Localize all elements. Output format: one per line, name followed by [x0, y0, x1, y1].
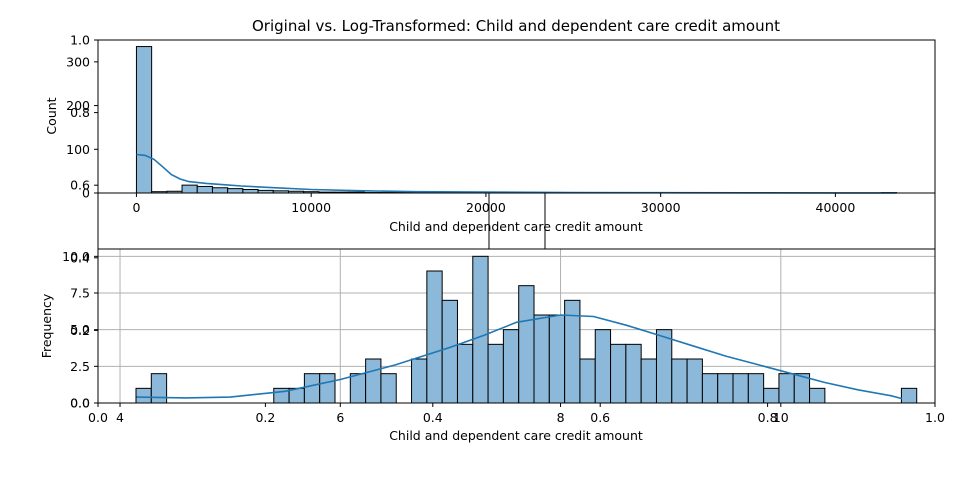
bottom-histogram-bar	[411, 358, 428, 404]
bottom-histogram-bar	[671, 358, 688, 404]
bottom-histogram-bar	[701, 373, 719, 404]
bottom-histogram-bar	[763, 387, 780, 404]
background-x-tick-label: 0.6	[590, 410, 610, 425]
background-y-tick-label: 0.8	[70, 105, 90, 120]
bottom-histogram-bar	[548, 314, 566, 404]
bottom-histogram-bar	[456, 343, 474, 404]
background-x-tick-label: 1.0	[925, 410, 945, 425]
background-y-tick-label: 0.4	[70, 250, 90, 265]
bottom-histogram-bar	[655, 329, 673, 404]
bottom-histogram-bar	[319, 373, 336, 404]
bottom-y-tick-label: 7.5	[70, 286, 90, 301]
bottom-histogram-bar	[732, 373, 749, 404]
bottom-histogram-bar	[472, 255, 489, 404]
bottom-y-label: Frequency	[39, 293, 54, 358]
background-x-tick-label: 0.4	[423, 410, 443, 425]
top-histogram-bar	[227, 188, 244, 194]
bottom-y-tick-label: 10.0	[62, 249, 90, 264]
top-y-label: Count	[44, 97, 59, 134]
bottom-histogram-bar	[441, 299, 458, 404]
top-x-tick-label: 30000	[641, 200, 681, 215]
bottom-histogram: 4 6 8 10 0.0 2.5 5.0 7.5 10.0 Child and dependen…	[39, 248, 936, 443]
bottom-axis-ticks: 4 6 8 10 0.0 2.5 5.0 7.5 10.0	[62, 249, 789, 425]
bottom-x-label: Child and dependent care credit amount	[389, 428, 643, 443]
background-y-tick-label: 0.6	[70, 178, 90, 193]
bottom-x-tick-label: 6	[336, 410, 344, 425]
top-x-tick-label: 20000	[466, 200, 506, 215]
bottom-histogram-bar	[579, 358, 596, 404]
top-y-tick-label: 200	[66, 98, 90, 113]
bottom-histogram-bar	[349, 373, 367, 404]
bottom-histogram-bar	[487, 343, 504, 404]
bottom-histogram-bar	[533, 314, 550, 404]
bottom-histogram-bar	[594, 329, 612, 404]
bottom-x-tick-label: 10	[773, 410, 789, 425]
top-y-tick-label: 0	[82, 186, 90, 201]
chart-title: Original vs. Log-Transformed: Child and …	[252, 17, 780, 35]
top-x-tick-label: 0	[132, 200, 140, 215]
bottom-histogram-bar	[380, 373, 397, 404]
bottom-kde-line	[136, 314, 903, 400]
top-x-tick-label: 40000	[816, 200, 856, 215]
bottom-y-tick-label: 5.0	[70, 322, 90, 337]
bottom-histogram-bar	[717, 373, 734, 404]
bottom-histogram-bar	[747, 373, 765, 404]
bottom-histogram-bar	[900, 387, 918, 404]
top-histogram-bar	[196, 185, 213, 194]
top-histogram-bar	[211, 187, 229, 194]
background-y-tick-label: 0.0	[70, 396, 90, 411]
bottom-histogram-bar	[610, 343, 627, 404]
top-axis-ticks: 0 10000 20000 30000 40000 0 100 200 300	[66, 54, 855, 215]
bottom-axes-frame	[97, 248, 936, 404]
bottom-histogram-bar	[303, 373, 321, 404]
background-y-tick-label: 0.2	[70, 323, 90, 338]
bottom-histogram-bar	[426, 270, 443, 404]
top-y-tick-label: 300	[66, 54, 90, 69]
bottom-histogram-bar	[502, 329, 520, 404]
bottom-y-tick-label: 2.5	[70, 359, 90, 374]
top-histogram-bar	[242, 189, 259, 194]
background-x-tick-label: 0.0	[88, 410, 108, 425]
bottom-histogram-bar	[778, 373, 795, 404]
background-y-tick-label: 1.0	[70, 33, 90, 48]
background-x-tick-label: 0.8	[758, 410, 778, 425]
top-histogram-bar	[181, 184, 198, 194]
bottom-histogram-bar	[518, 285, 535, 404]
background-axis-ticks: 0.0 0.2 0.4 0.6 0.8 1.0 0.0 0.2 0.4 0.6 0.8 1.0	[70, 33, 945, 426]
top-histogram: 0 10000 20000 30000 40000 0 100 200 300 Child an…	[44, 39, 936, 234]
top-x-label: Child and dependent care credit amount	[389, 219, 643, 234]
bottom-histogram-bar	[135, 387, 152, 404]
bottom-histogram-bar	[686, 358, 703, 404]
bottom-x-tick-label: 4	[116, 410, 124, 425]
bottom-histogram-bar	[640, 358, 657, 404]
background-x-tick-label: 0.2	[255, 410, 275, 425]
bottom-histogram-bar	[365, 358, 382, 404]
bottom-y-tick-label: 0.0	[70, 396, 90, 411]
top-x-tick-label: 10000	[291, 200, 331, 215]
top-histogram-bar	[135, 46, 153, 194]
bottom-histogram-bar	[809, 387, 826, 404]
top-axes-frame	[97, 39, 936, 194]
bottom-bars	[135, 255, 918, 404]
top-y-tick-label: 100	[66, 142, 90, 157]
bottom-histogram-bar	[150, 373, 168, 404]
bottom-x-tick-label: 8	[557, 410, 565, 425]
bottom-histogram-bar	[625, 343, 642, 404]
